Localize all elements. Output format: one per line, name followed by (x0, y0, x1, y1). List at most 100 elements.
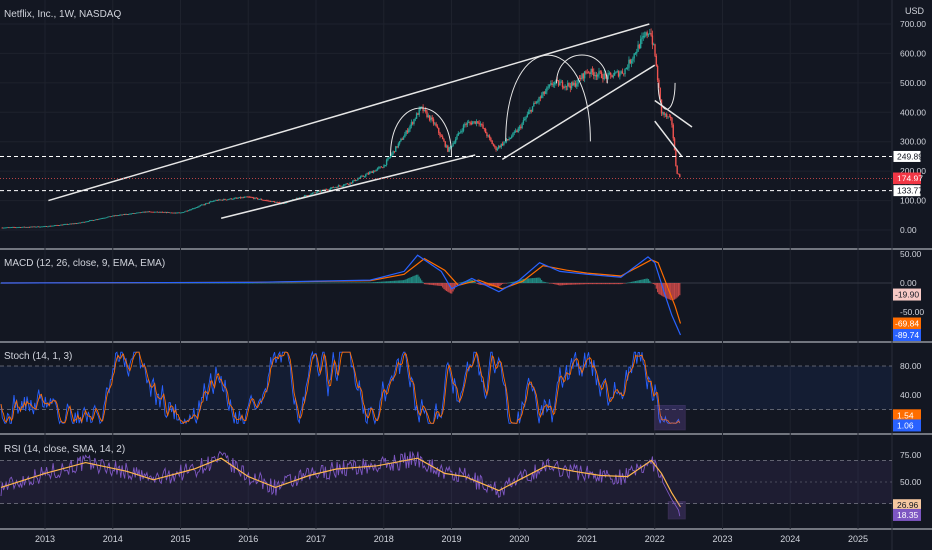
candle-body (509, 137, 512, 140)
macd-histogram-bar (263, 282, 265, 284)
macd-histogram-bar (275, 282, 277, 284)
candle-body (608, 73, 611, 74)
candle-body (481, 123, 483, 125)
macd-histogram-bar (628, 282, 630, 283)
candle-body (456, 135, 458, 140)
price-y-tick-label: 600.00 (900, 48, 926, 58)
candle-body (64, 224, 66, 225)
candle-body (146, 211, 148, 213)
candle-body (534, 103, 536, 104)
candle-body (316, 191, 319, 193)
macd-histogram-bar (636, 280, 638, 283)
macd-histogram-bar (215, 283, 217, 284)
macd-histogram-bar (251, 282, 254, 284)
candle-body (587, 72, 590, 74)
candle-body (646, 32, 648, 36)
candle-body (596, 74, 599, 77)
macd-histogram-bar (187, 283, 190, 284)
candle-body (242, 197, 244, 199)
price-y-tick-label: 200.00 (900, 166, 926, 176)
candle-body (633, 53, 635, 59)
candle-body (87, 221, 89, 223)
candle-body (91, 220, 93, 221)
macd-histogram-bar (159, 283, 161, 284)
candle-body (354, 179, 357, 181)
candle-body (672, 124, 674, 139)
candle-body (561, 81, 564, 88)
candle-body (40, 226, 43, 228)
macd-histogram-bar (556, 283, 558, 285)
macd-histogram-bar (564, 283, 566, 286)
candle-body (553, 82, 556, 85)
macd-histogram-bar (590, 283, 592, 285)
candle-body (512, 132, 514, 137)
macd-histogram-bar (429, 283, 431, 285)
candle-body (401, 138, 403, 140)
candle-body (613, 73, 616, 76)
macd-histogram-bar (512, 281, 514, 283)
candle-body (250, 197, 252, 198)
candle-body (1, 227, 3, 229)
candle-body (398, 140, 401, 144)
macd-histogram-bar (260, 282, 263, 284)
macd-histogram-bar (173, 283, 175, 284)
candle-body (550, 83, 552, 85)
candle-body (520, 126, 522, 128)
candle-body (249, 196, 251, 198)
candle-body (238, 197, 241, 199)
macd-histogram-bar (584, 283, 586, 285)
rsi-ma-line (0, 457, 682, 508)
candle-body (497, 146, 500, 149)
macd-histogram-bar (485, 283, 487, 286)
candle-body (623, 73, 625, 75)
candle-body (56, 225, 58, 226)
candle-body (86, 221, 88, 223)
candle-body (160, 211, 162, 213)
macd-histogram-bar (250, 282, 252, 284)
macd-histogram-bar (533, 277, 535, 283)
macd-histogram-bar (150, 283, 152, 284)
macd-histogram-bar (242, 283, 244, 284)
candle-body (473, 121, 475, 123)
candle-body (612, 75, 615, 78)
candle-body (176, 212, 178, 214)
rsi-y-tick-label: 50.00 (900, 477, 922, 487)
macd-histogram-bar (505, 283, 508, 284)
stoch-k-line (0, 350, 681, 425)
macd-histogram-bar (333, 282, 336, 284)
candle-body (186, 210, 188, 212)
candle-body (229, 198, 231, 200)
macd-histogram-bar (285, 282, 287, 284)
price-label-box (892, 149, 922, 163)
candle-body (19, 227, 22, 228)
rsi-pane-label: RSI (14, close, SMA, 14, 2) (4, 444, 126, 455)
candle-body (486, 133, 488, 137)
candle-body (441, 136, 444, 140)
macd-histogram-bar (653, 283, 655, 285)
macd-histogram-bar (492, 283, 495, 287)
macd-histogram-bar (655, 283, 657, 289)
candle-body (371, 171, 373, 173)
candle-body (97, 218, 100, 220)
macd-histogram-bar (599, 283, 601, 285)
macd-histogram-bar (193, 283, 195, 284)
candle-body (447, 145, 449, 152)
candle-body (504, 141, 506, 143)
macd-histogram-bar (524, 278, 526, 283)
candle-body (676, 165, 678, 174)
candle-body (269, 200, 272, 202)
candle-body (202, 204, 204, 206)
candle-body (656, 65, 659, 80)
candle-body (124, 214, 126, 216)
candle-body (246, 196, 248, 198)
candle-body (161, 211, 164, 213)
candle-body (444, 141, 446, 147)
candle-body (159, 211, 161, 213)
macd-histogram-bar (679, 283, 681, 296)
macd-histogram-bar (537, 277, 539, 283)
candle-body (61, 224, 63, 226)
candle-body (30, 226, 32, 228)
macd-histogram-bar (230, 283, 233, 284)
macd-histogram-bar (354, 282, 356, 283)
